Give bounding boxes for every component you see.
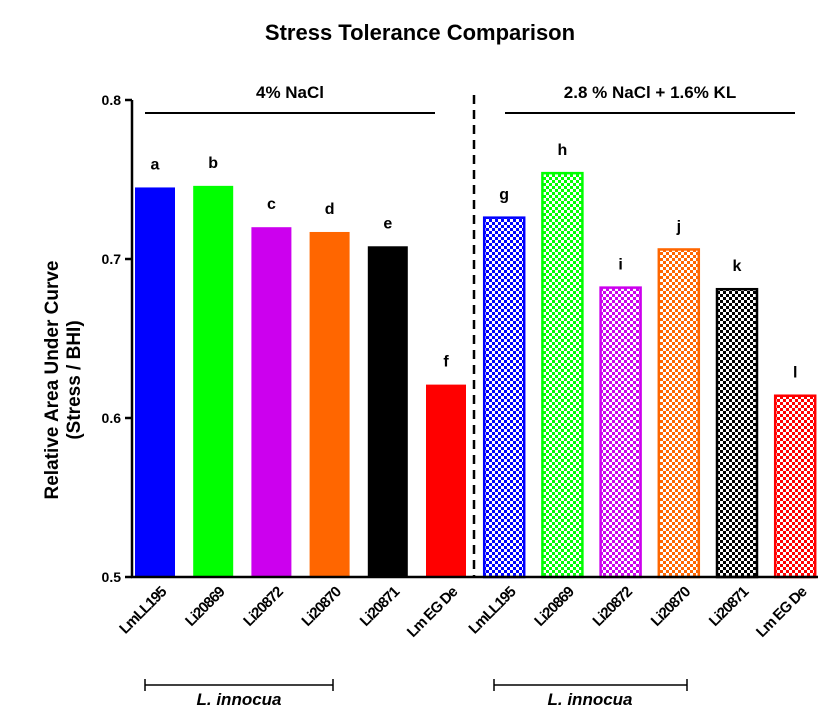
x-tick-label: Li20872 [240, 583, 286, 629]
x-tick-label: Li20870 [298, 583, 344, 629]
x-tick-label: Li20869 [182, 583, 228, 629]
bar-annotation: i [618, 257, 622, 274]
bar [657, 248, 701, 579]
species-label: L. innocua [548, 690, 633, 709]
bar-annotation: g [499, 187, 509, 204]
bar-annotation: h [558, 142, 568, 159]
bar-annotation: e [383, 215, 392, 232]
bar [251, 227, 292, 577]
bar [426, 384, 466, 577]
bar-annotation: l [793, 365, 797, 382]
bar [135, 187, 175, 577]
group-label: 4% NaCl [256, 83, 324, 102]
x-tick-label: Lm EG De [753, 583, 811, 641]
y-tick-label: 0.7 [102, 251, 122, 267]
x-tick-label: Li20871 [706, 583, 752, 629]
x-tick-label: Li20869 [531, 583, 577, 629]
bar [367, 246, 408, 577]
y-tick-label: 0.6 [102, 410, 122, 426]
bar-annotation: a [151, 156, 160, 173]
species-bracket [493, 679, 688, 691]
y-axis-label: Relative Area Under Curve [42, 260, 63, 499]
x-tick-label: Li20871 [357, 583, 403, 629]
bar [193, 185, 234, 578]
y-tick-label: 0.5 [102, 569, 122, 585]
bar-annotation: d [325, 201, 335, 218]
bar-annotation: k [733, 258, 742, 275]
bar [715, 287, 759, 579]
x-tick-label: Li20870 [648, 583, 694, 629]
bar-annotation: f [443, 354, 449, 371]
x-tick-label: LmLL195 [465, 583, 519, 637]
x-tick-label: LmLL195 [116, 583, 170, 637]
y-axis-label: (Stress / BHI) [64, 320, 85, 439]
bar [541, 171, 584, 579]
bar [599, 286, 642, 579]
species-label: L. innocua [197, 690, 282, 709]
bar [482, 216, 526, 579]
bar [309, 231, 350, 577]
y-tick-label: 0.8 [102, 92, 122, 108]
bar [773, 394, 817, 579]
species-bracket [144, 679, 334, 691]
bar-annotation: c [267, 196, 276, 213]
bar-annotation: j [676, 218, 681, 235]
bar-annotation: b [208, 155, 218, 172]
chart-title: Stress Tolerance Comparison [265, 20, 575, 45]
x-tick-label: Lm EG De [404, 583, 462, 641]
group-label: 2.8 % NaCl + 1.6% KL [564, 83, 736, 102]
x-tick-label: Li20872 [589, 583, 635, 629]
